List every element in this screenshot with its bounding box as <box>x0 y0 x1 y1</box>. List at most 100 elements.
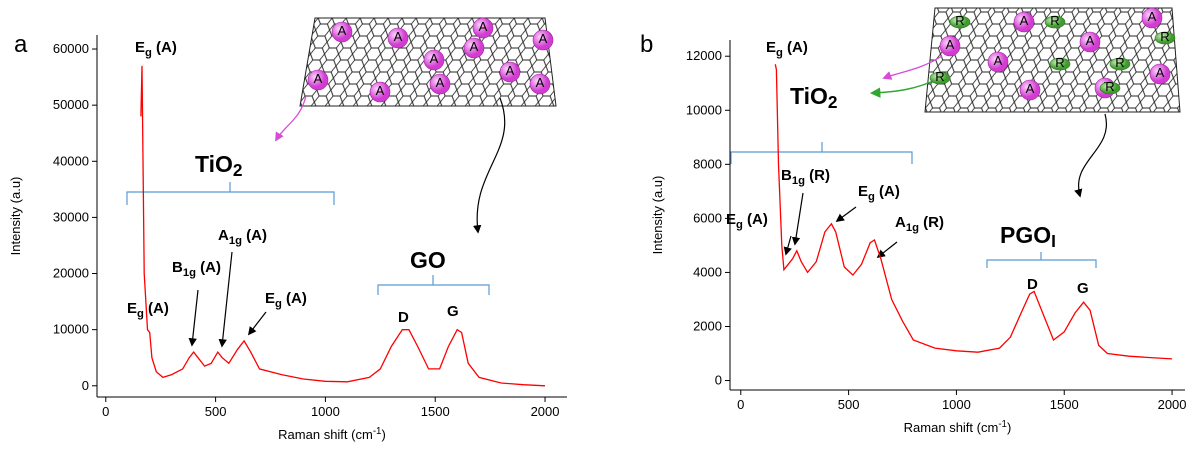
annotation: D <box>398 309 409 326</box>
annotation: TiO2 <box>790 83 838 112</box>
spectrum-line <box>140 65 546 387</box>
sphere-label: R <box>1160 29 1169 44</box>
arrow <box>275 95 307 142</box>
rutile-sphere <box>949 15 971 29</box>
annotation: Eg (A) <box>766 39 808 59</box>
subscript: g <box>776 47 783 59</box>
annotation: B1g (A) <box>172 259 221 279</box>
annotation: GO <box>410 247 446 273</box>
anatase-sphere <box>472 17 494 39</box>
y-axis-label: Intensity (a.u) <box>8 177 23 256</box>
y-tick-label: 10000 <box>53 322 89 337</box>
sphere-label: A <box>1156 65 1165 80</box>
superscript: -1 <box>998 419 1007 430</box>
text-part: E <box>766 39 776 56</box>
arrow <box>882 55 943 80</box>
panel-label: a <box>14 31 28 58</box>
anatase-sphere <box>331 21 353 43</box>
annotation: A1g (R) <box>895 214 944 234</box>
annotation: B1g (R) <box>781 167 830 187</box>
text-part: ) <box>381 427 385 442</box>
text-part: (A) <box>743 211 768 228</box>
sphere-label: A <box>479 19 488 34</box>
rutile-sphere <box>1154 31 1176 45</box>
anatase-sphere <box>423 49 445 71</box>
anatase-sphere <box>1079 31 1101 53</box>
sphere-label: A <box>1026 81 1035 96</box>
sphere-label: A <box>430 51 439 66</box>
x-tick-label: 0 <box>737 397 744 412</box>
anatase-sphere <box>499 61 521 83</box>
sphere-label: A <box>506 63 515 78</box>
annotation: D <box>1027 276 1038 293</box>
anatase-sphere <box>1141 7 1163 29</box>
text-part: B <box>781 167 792 184</box>
anatase-sphere <box>307 69 329 91</box>
arrow <box>835 206 857 222</box>
rutile-sphere <box>1109 57 1131 71</box>
bracket <box>126 182 335 205</box>
sphere-label: R <box>955 13 964 28</box>
y-tick-label: 6000 <box>693 210 722 225</box>
subscript: 1g <box>792 175 805 187</box>
sphere-label: A <box>1020 13 1029 28</box>
sphere-label: A <box>376 83 385 98</box>
sphere-label: A <box>539 31 548 46</box>
x-tick-label: 1500 <box>1050 397 1079 412</box>
annotation: TiO2 <box>195 151 243 180</box>
subscript: g <box>137 308 144 320</box>
sphere-label: A <box>314 71 323 86</box>
anatase-sphere <box>1149 63 1171 85</box>
sphere-label: R <box>1055 55 1064 70</box>
y-tick-label: 0 <box>715 373 722 388</box>
anatase-sphere <box>387 27 409 49</box>
annotation: PGOI <box>1000 222 1056 251</box>
text-part: E <box>127 300 137 317</box>
subscript: 1g <box>229 235 242 247</box>
sphere-label: R <box>1050 13 1059 28</box>
sphere-label: A <box>338 23 347 38</box>
anatase-sphere <box>429 73 451 95</box>
y-tick-label: 2000 <box>693 318 722 333</box>
text-part: E <box>135 39 145 56</box>
text-part: D <box>398 309 409 326</box>
x-tick-label: 1000 <box>942 397 971 412</box>
y-tick-label: 30000 <box>53 209 89 224</box>
anatase-sphere <box>529 73 551 95</box>
arrow <box>247 311 267 336</box>
y-tick-label: 60000 <box>53 41 89 56</box>
annotation: Eg (A) <box>127 300 169 320</box>
text-part: (A) <box>875 183 900 200</box>
y-tick-label: 0 <box>82 378 89 393</box>
panel-label: b <box>640 31 653 58</box>
text-part: Raman shift (cm <box>904 420 999 435</box>
sphere-label: A <box>994 53 1003 68</box>
y-tick-label: 20000 <box>53 266 89 281</box>
subscript: 1g <box>906 222 919 234</box>
text-part: (R) <box>805 167 830 184</box>
bracket <box>377 275 490 295</box>
text-part: A <box>218 227 229 244</box>
annotation: G <box>447 303 459 320</box>
subscript: g <box>868 191 875 203</box>
anatase-sphere <box>1013 11 1035 33</box>
sphere-label: R <box>1105 79 1114 94</box>
subscript: g <box>145 47 152 59</box>
text-part: PGO <box>1000 222 1051 248</box>
y-tick-label: 50000 <box>53 97 89 112</box>
text-part: (A) <box>242 227 267 244</box>
x-tick-label: 0 <box>102 404 109 419</box>
text-part: (A) <box>152 39 177 56</box>
rutile-sphere <box>1044 15 1066 29</box>
subscript: g <box>736 219 743 231</box>
arrow <box>783 235 792 256</box>
text-part: (A) <box>144 300 169 317</box>
sphere-label: A <box>1086 33 1095 48</box>
annotation: A1g (A) <box>218 227 267 247</box>
rutile-sphere <box>929 71 951 85</box>
sphere-label: A <box>394 29 403 44</box>
x-tick-label: 1000 <box>311 404 340 419</box>
anatase-sphere <box>369 81 391 103</box>
text-part: TiO <box>195 151 233 177</box>
